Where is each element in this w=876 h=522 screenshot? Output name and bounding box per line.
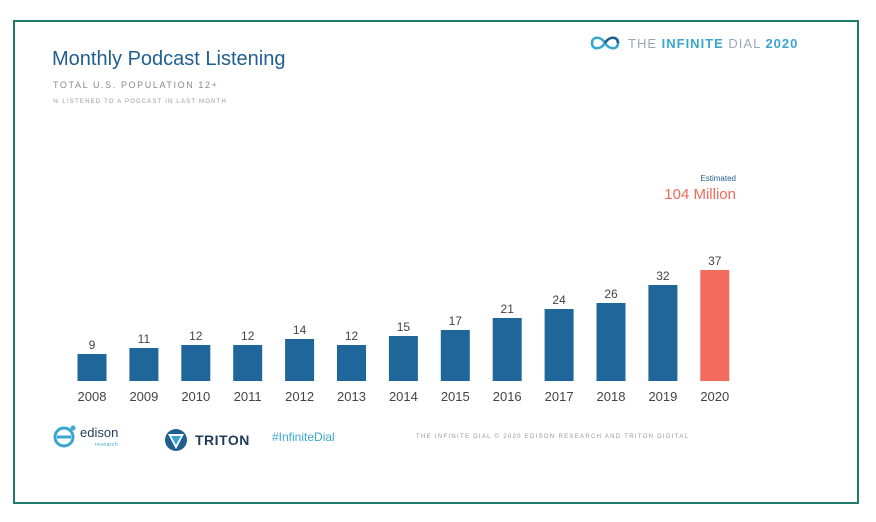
x-tick-2019: 2019: [648, 389, 677, 404]
bar-2015: [440, 330, 470, 381]
data-label-2012: 14: [293, 323, 307, 337]
x-tick-2016: 2016: [493, 389, 522, 404]
slide-frame: [13, 20, 859, 504]
x-tick-2020: 2020: [700, 389, 729, 404]
data-label-2011: 12: [241, 329, 255, 343]
data-label-2016: 21: [501, 302, 515, 316]
edison-wordmark: edison: [80, 425, 119, 440]
data-label-2017: 24: [552, 293, 566, 307]
x-tick-2018: 2018: [597, 389, 626, 404]
edison-logo-icon: [53, 425, 76, 448]
x-tick-2008: 2008: [78, 389, 107, 404]
triton-wordmark: TRITON: [195, 432, 250, 448]
x-tick-2011: 2011: [234, 389, 262, 404]
edison-logo: edison research: [52, 423, 118, 449]
data-label-2014: 15: [397, 320, 411, 334]
x-tick-2010: 2010: [181, 389, 210, 404]
data-label-2018: 26: [604, 287, 618, 301]
bar-2011: [233, 345, 263, 381]
bar-2017: [544, 309, 574, 381]
x-tick-2013: 2013: [337, 389, 366, 404]
bar-2016: [492, 318, 522, 381]
data-label-2020: 37: [708, 254, 722, 268]
infinite-dial-brand: THE INFINITE DIAL 2020: [588, 34, 798, 52]
page-title: Monthly Podcast Listening: [52, 48, 286, 70]
data-label-2015: 17: [449, 314, 463, 328]
brand-prefix: THE: [628, 35, 662, 51]
copyright-text: THE INFINITE DIAL © 2020 EDISON RESEARCH…: [416, 434, 690, 440]
x-tick-2009: 2009: [129, 389, 158, 404]
chart-note: % LISTENED TO A PODCAST IN LAST MONTH: [53, 99, 227, 105]
x-tick-2014: 2014: [389, 389, 418, 404]
triton-logo-icon: [165, 429, 187, 451]
estimate-value: 104 Million: [664, 186, 736, 203]
bar-2019: [648, 285, 678, 381]
data-label-2009: 11: [138, 332, 151, 346]
brand-year: 2020: [765, 35, 799, 51]
brand-highlight: INFINITE: [661, 35, 724, 51]
edison-subtitle: research: [94, 442, 119, 448]
data-label-2010: 12: [189, 329, 203, 343]
data-label-2019: 32: [656, 269, 670, 283]
chart-subtitle: TOTAL U.S. POPULATION 12+: [53, 80, 219, 90]
bar-2009: [129, 348, 159, 381]
bar-2014: [388, 336, 418, 381]
hashtag-link[interactable]: #InfiniteDial: [272, 430, 335, 444]
bar-2008: [77, 354, 107, 381]
x-tick-2015: 2015: [441, 389, 470, 404]
infinity-logo-icon: [590, 36, 620, 50]
triton-logo: TRITON: [162, 427, 250, 453]
data-label-2013: 12: [345, 329, 359, 343]
bar-2020: [700, 270, 730, 381]
bar-2013: [337, 345, 366, 381]
brand-text: THE INFINITE DIAL 2020: [628, 36, 798, 51]
bar-2012: [285, 339, 315, 381]
brand-middle: DIAL: [723, 35, 766, 51]
estimate-label: Estimated: [700, 174, 736, 183]
x-tick-2012: 2012: [285, 389, 314, 404]
x-tick-2017: 2017: [545, 389, 574, 404]
bar-2018: [596, 303, 626, 381]
bar-2010: [181, 345, 211, 381]
data-label-2008: 9: [89, 338, 96, 352]
